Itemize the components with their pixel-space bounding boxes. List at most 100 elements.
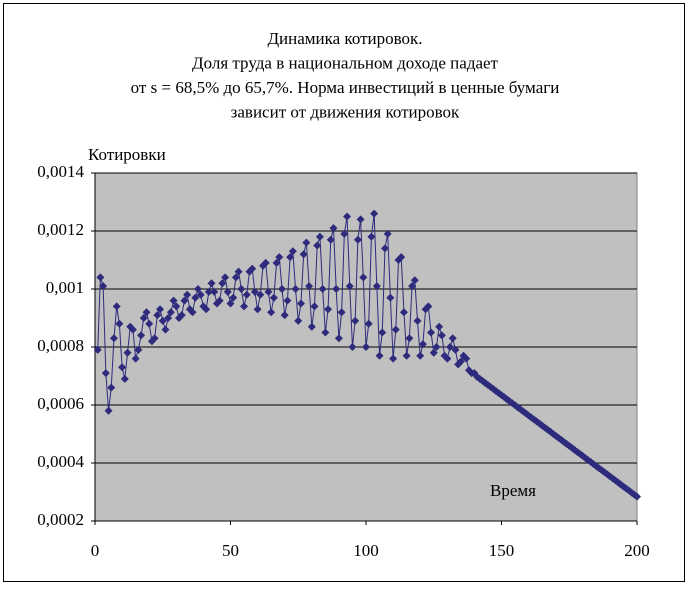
data-point	[364, 319, 373, 328]
data-point	[383, 229, 392, 238]
data-point	[318, 285, 327, 293]
data-point	[443, 354, 452, 363]
y-tick-label: 0,0006	[37, 394, 84, 413]
data-point	[410, 276, 419, 285]
data-point	[337, 308, 346, 317]
data-point	[193, 285, 202, 293]
data-point	[156, 305, 165, 314]
data-point	[264, 287, 273, 296]
data-point	[356, 215, 365, 224]
data-point	[226, 299, 235, 308]
data-point	[378, 328, 387, 337]
x-tick-label: 150	[489, 541, 515, 560]
x-tick-label: 100	[353, 541, 379, 560]
data-point	[353, 235, 362, 244]
data-point	[315, 232, 324, 241]
data-point	[389, 354, 398, 363]
data-point	[432, 343, 441, 351]
data-point	[372, 282, 381, 291]
data-point	[204, 287, 213, 296]
data-point	[340, 229, 349, 238]
data-point	[286, 253, 295, 262]
data-point	[332, 285, 341, 293]
y-tick-label: 0,0014	[37, 162, 84, 181]
data-point	[267, 308, 276, 317]
data-point	[294, 316, 303, 325]
data-point	[166, 308, 175, 317]
data-point	[172, 302, 181, 311]
data-point	[218, 279, 227, 288]
data-point	[324, 305, 333, 314]
data-point	[223, 287, 232, 296]
data-point	[107, 383, 116, 392]
data-point	[413, 316, 422, 325]
data-point	[145, 319, 154, 328]
data-point	[307, 322, 316, 331]
data-point	[93, 345, 102, 354]
data-point	[446, 343, 455, 351]
data-point	[405, 334, 414, 343]
data-point	[248, 264, 257, 273]
data-point	[169, 296, 178, 305]
data-point	[134, 345, 143, 354]
data-point	[96, 273, 105, 282]
data-point	[305, 282, 314, 291]
data-point	[427, 328, 436, 337]
data-point	[391, 325, 400, 334]
data-point	[180, 296, 189, 305]
data-point	[269, 293, 278, 302]
data-point	[164, 314, 173, 322]
data-point	[359, 273, 368, 282]
data-point	[237, 285, 246, 293]
data-point	[215, 296, 224, 305]
data-point	[313, 241, 322, 250]
x-tick-label: 200	[624, 541, 650, 560]
y-axis-label: Котировки	[88, 145, 166, 164]
data-point	[150, 334, 159, 343]
data-point	[142, 308, 151, 317]
data-point	[207, 279, 216, 288]
data-point	[351, 316, 360, 325]
data-point	[424, 302, 433, 311]
data-point	[310, 302, 319, 311]
data-point	[115, 319, 124, 328]
data-point	[188, 308, 197, 317]
data-point	[429, 348, 438, 357]
data-point	[128, 325, 137, 334]
chart-title: зависит от движения котировок	[231, 102, 460, 121]
chart-title: Динамика котировок.	[267, 29, 422, 48]
data-point	[139, 314, 148, 322]
data-point	[280, 311, 289, 320]
y-tick-label: 0,001	[46, 278, 84, 297]
data-point	[343, 212, 352, 221]
data-point	[253, 305, 262, 314]
data-point	[261, 258, 270, 267]
data-point	[399, 308, 408, 317]
data-point	[229, 293, 238, 302]
data-point	[418, 340, 427, 349]
data-point	[362, 343, 370, 351]
data-point	[275, 253, 284, 262]
data-point	[397, 253, 406, 262]
data-point	[240, 302, 249, 311]
data-point	[375, 351, 384, 360]
data-point	[408, 282, 417, 291]
data-point	[437, 331, 446, 340]
chart-title: Доля труда в национальном доходе падает	[192, 53, 499, 72]
data-point	[296, 299, 305, 308]
x-tick-label: 0	[91, 541, 100, 560]
data-point	[386, 293, 395, 302]
data-point	[202, 305, 211, 314]
data-point	[109, 334, 118, 343]
data-point	[456, 357, 465, 366]
data-point	[123, 348, 132, 357]
x-axis-label: Время	[490, 481, 536, 500]
data-point	[242, 290, 251, 299]
data-point	[99, 282, 108, 291]
data-point	[277, 285, 286, 293]
x-tick-label: 50	[222, 541, 239, 560]
data-point	[120, 374, 129, 383]
data-point	[177, 311, 186, 320]
data-point	[104, 406, 113, 415]
